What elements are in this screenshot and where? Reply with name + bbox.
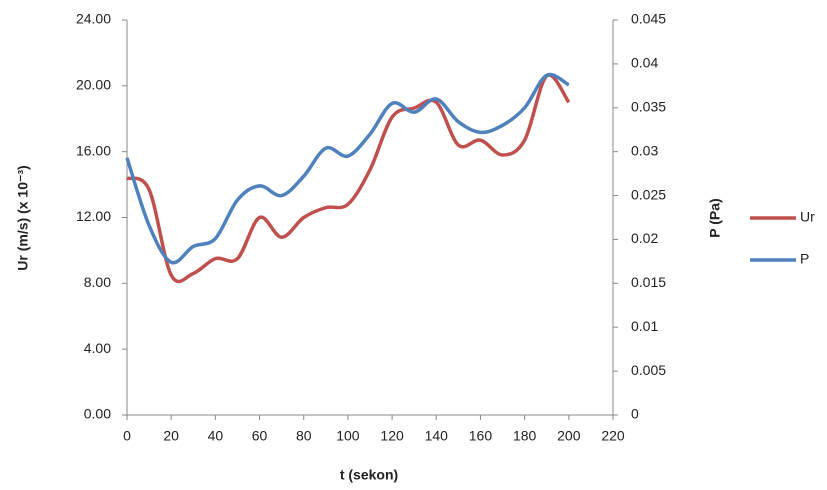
x-tick-label: 80 <box>296 428 312 444</box>
x-tick-label: 120 <box>380 428 404 444</box>
y2-tick-label: 0.015 <box>631 274 666 290</box>
y2-tick-label: 0.025 <box>631 186 666 202</box>
y-tick-label: 4.00 <box>84 340 111 356</box>
y-axis-title: Ur (m/s) (x 10⁻³) <box>15 165 31 270</box>
x-tick-label: 200 <box>557 428 581 444</box>
y2-axis-title: P (Pa) <box>707 198 723 237</box>
y2-tick-label: 0.01 <box>631 318 658 334</box>
y2-tick-label: 0.045 <box>631 11 666 27</box>
series-line <box>125 72 570 265</box>
x-tick-label: 20 <box>163 428 179 444</box>
x-tick-label: 220 <box>601 428 625 444</box>
x-tick-label: 140 <box>425 428 449 444</box>
y-tick-label: 16.00 <box>76 142 111 158</box>
x-tick-label: 60 <box>252 428 268 444</box>
y2-tick-label: 0.005 <box>631 362 666 378</box>
x-tick-label: 160 <box>469 428 493 444</box>
y2-tick-label: 0.04 <box>631 55 658 71</box>
y2-tick-label: 0.02 <box>631 230 658 246</box>
legend-label: Ur <box>800 209 815 225</box>
x-tick-label: 40 <box>208 428 224 444</box>
y2-tick-label: 0.035 <box>631 98 666 114</box>
y-tick-label: 0.00 <box>84 406 111 422</box>
y2-tick-label: 0.03 <box>631 142 658 158</box>
y-tick-label: 20.00 <box>76 77 111 93</box>
y-tick-label: 12.00 <box>76 208 111 224</box>
series-line <box>126 73 571 284</box>
x-tick-label: 180 <box>513 428 537 444</box>
legend-label: P <box>800 251 809 267</box>
y-tick-label: 24.00 <box>76 11 111 27</box>
y-tick-label: 8.00 <box>84 274 111 290</box>
x-axis-title: t (sekon) <box>340 467 398 483</box>
x-tick-label: 100 <box>336 428 360 444</box>
y2-tick-label: 0 <box>631 406 639 422</box>
x-tick-label: 0 <box>123 428 131 444</box>
